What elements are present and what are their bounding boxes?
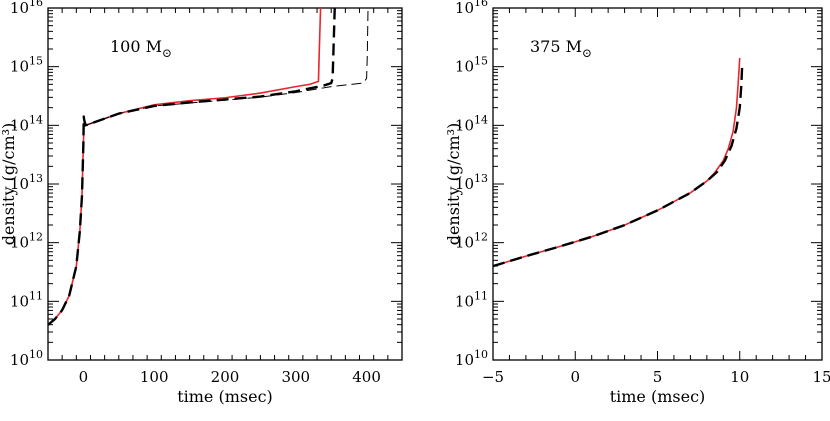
y-tick-label: 1016 [455,0,488,17]
series-line-black-thick-dashed [493,63,744,268]
x-tick-label: 200 [211,368,240,386]
y-tick-label: 1010 [10,348,43,369]
x-tick-label: 10 [730,368,749,386]
series-line-red-solid [493,57,741,267]
mass-annotation: 375 M⊙ [530,37,592,60]
right-panel: −5 0 5 10 151010101110121013101410151016time… [444,0,830,406]
mass-annotation: 100 M⊙ [110,37,172,60]
x-tick-label: 0 [79,368,89,386]
series-line-black-thick-dashed [48,8,336,326]
curves [48,8,369,326]
plot-frame [47,7,403,361]
series-line-red-solid [48,8,322,326]
y-tick-label: 1016 [10,0,43,17]
x-axis-label: time (msec) [177,387,273,406]
y-tick-label: 1010 [455,348,488,369]
x-axis-label: time (msec) [610,387,706,406]
x-tick-label: 5 [653,368,663,386]
y-tick-label: 1011 [455,289,488,310]
x-tick-label: 400 [352,368,381,386]
y-axis-label: density (g/cm³) [0,123,18,246]
x-tick-label: 300 [281,368,310,386]
curves [493,57,744,268]
x-tick-label: 0 [570,368,580,386]
x-tick-label: 15 [812,368,830,386]
series-line-black-thin-dashed [85,8,369,126]
left-panel: 0 100 200 300 400101010111012101310141015101… [0,0,403,406]
y-tick-label: 1015 [455,55,488,76]
x-tick-label: 100 [140,368,169,386]
plot-frame [492,7,823,361]
y-tick-label: 1011 [10,289,43,310]
y-axis-label: density (g/cm³) [444,123,463,246]
x-tick-label: −5 [482,368,504,386]
y-tick-label: 1015 [10,55,43,76]
